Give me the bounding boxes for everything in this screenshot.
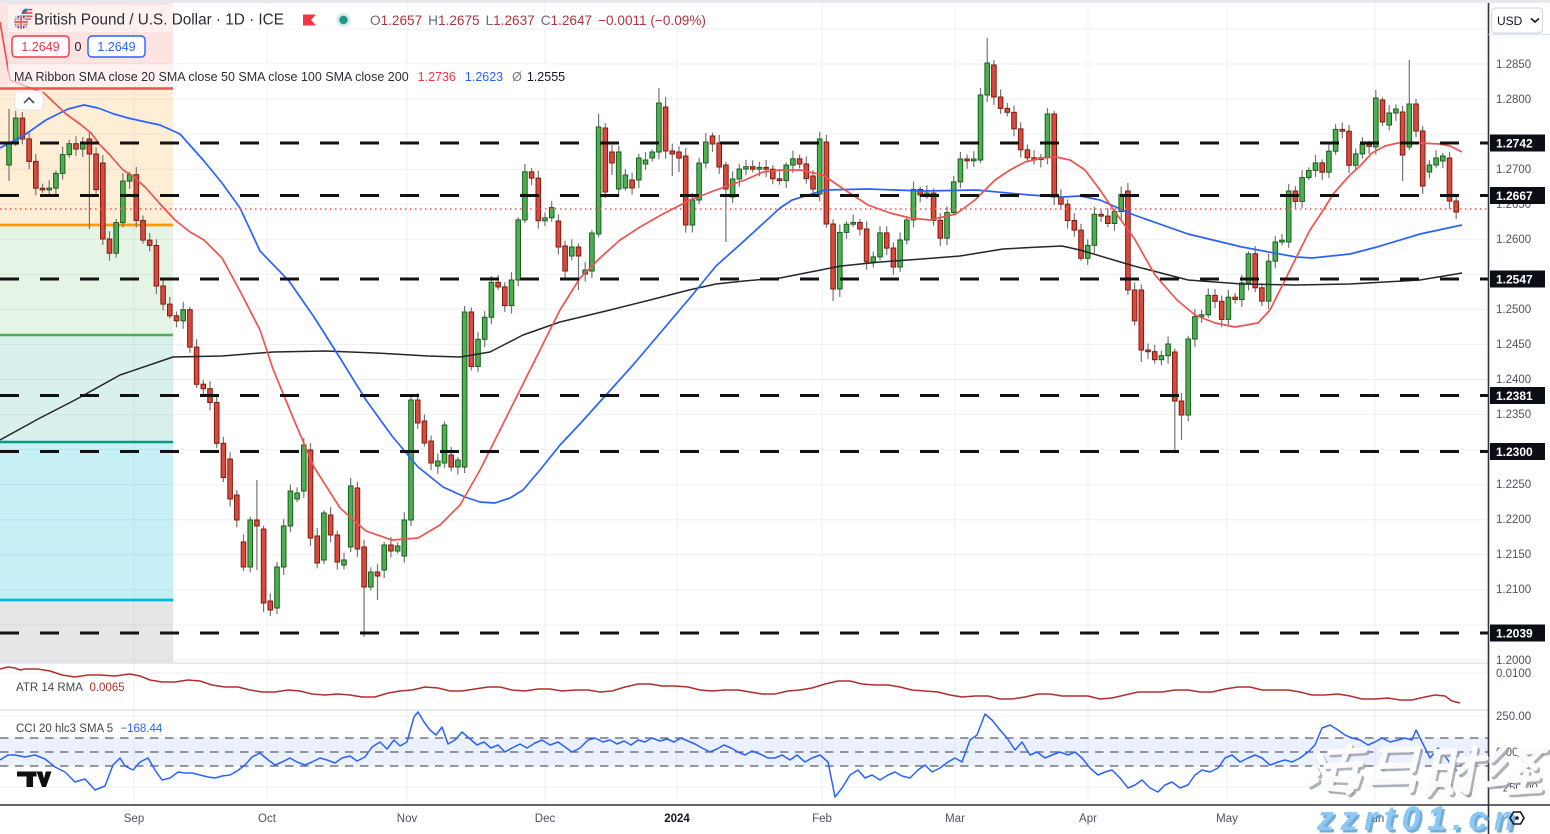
svg-text:CCI 20 hlc3 SMA 5 −168.44: CCI 20 hlc3 SMA 5 −168.44 — [16, 723, 163, 735]
svg-text:Dec: Dec — [535, 813, 556, 825]
svg-text:British Pound / U.S. Dollar ·: British Pound / U.S. Dollar · 1D · ICE — [34, 12, 284, 29]
svg-text:May: May — [1216, 813, 1238, 825]
svg-text:1.2400: 1.2400 — [1496, 374, 1531, 386]
svg-text:1.2850: 1.2850 — [1496, 59, 1531, 71]
svg-text:1.2649: 1.2649 — [21, 40, 59, 54]
svg-text:1.2381: 1.2381 — [1496, 389, 1533, 403]
svg-text:1.2350: 1.2350 — [1496, 409, 1531, 421]
svg-text:1.2250: 1.2250 — [1496, 479, 1531, 491]
svg-text:2024: 2024 — [664, 813, 690, 825]
svg-text:Nov: Nov — [397, 813, 418, 825]
svg-text:Sep: Sep — [124, 813, 144, 825]
svg-text:Jun: Jun — [1366, 813, 1385, 825]
svg-text:250.00: 250.00 — [1496, 711, 1531, 723]
svg-text:1.2039: 1.2039 — [1496, 627, 1533, 641]
svg-text:1.2300: 1.2300 — [1496, 445, 1533, 459]
svg-text:1.2500: 1.2500 — [1496, 304, 1531, 316]
svg-text:ATR 14 RMA 0.0065: ATR 14 RMA 0.0065 — [16, 682, 125, 694]
svg-text:Feb: Feb — [812, 813, 832, 825]
svg-text:MA Ribbon SMA close 20 SMA clo: MA Ribbon SMA close 20 SMA close 50 SMA … — [14, 70, 565, 84]
svg-text:1.2742: 1.2742 — [1496, 137, 1533, 151]
svg-text:1.2000: 1.2000 — [1496, 655, 1531, 667]
svg-text:1.2200: 1.2200 — [1496, 514, 1531, 526]
svg-text:0.0100: 0.0100 — [1496, 668, 1531, 680]
svg-text:1.2600: 1.2600 — [1496, 234, 1531, 246]
svg-text:1.2100: 1.2100 — [1496, 584, 1531, 596]
svg-text:1.2649: 1.2649 — [97, 40, 135, 54]
svg-text:USD: USD — [1497, 14, 1523, 28]
svg-text:Apr: Apr — [1079, 813, 1097, 825]
svg-text:1.2667: 1.2667 — [1496, 189, 1533, 203]
svg-text:1.2800: 1.2800 — [1496, 94, 1531, 106]
svg-text:1.2150: 1.2150 — [1496, 549, 1531, 561]
svg-text:0: 0 — [75, 40, 82, 54]
svg-text:1.2547: 1.2547 — [1496, 273, 1533, 287]
svg-text:Mar: Mar — [945, 813, 965, 825]
svg-text:zzrt01.cn: zzrt01.cn — [1319, 803, 1524, 834]
svg-text:zzrt01.cn: zzrt01.cn — [1316, 800, 1521, 834]
svg-text:1.2700: 1.2700 — [1496, 164, 1531, 176]
svg-text:1.2450: 1.2450 — [1496, 339, 1531, 351]
svg-text:Oct: Oct — [258, 813, 277, 825]
